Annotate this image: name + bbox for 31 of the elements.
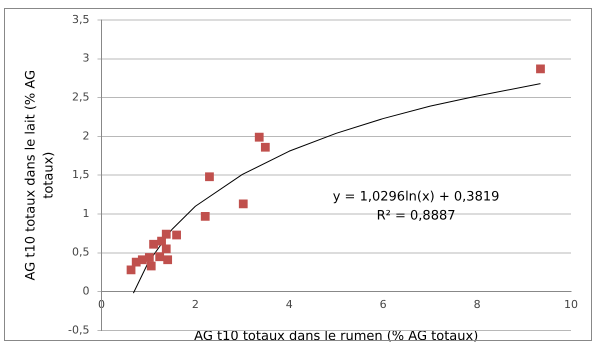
y-tick-label: 0,5 [72, 246, 90, 259]
x-tick-label: 2 [192, 298, 199, 312]
point [163, 255, 172, 264]
y-tick-label: 2,5 [72, 90, 90, 104]
point [172, 230, 181, 240]
x-tick-label: 8 [474, 298, 481, 312]
y-tick-label: 2 [82, 129, 90, 142]
y-tick-label: 3 [82, 52, 90, 65]
y-tick-label: 0 [82, 284, 90, 298]
y-tick-label: -0,5 [68, 323, 90, 336]
point [238, 200, 248, 208]
point [200, 212, 210, 221]
point [162, 230, 171, 239]
point [205, 172, 214, 182]
y-tick-label: 3,5 [72, 12, 90, 26]
point [536, 64, 545, 74]
annotation: y = 1,0296ln(x) + 0,3819 [332, 189, 500, 204]
x-tick-label: 10 [564, 298, 578, 312]
point [144, 253, 154, 262]
x-tick-label: 4 [286, 298, 293, 312]
x-tick-label: 6 [380, 298, 387, 312]
y-tick-label: 1,5 [72, 168, 90, 182]
point [146, 262, 156, 270]
annotation: R² = 0,8887 [376, 208, 456, 224]
point [260, 142, 270, 152]
point [149, 240, 158, 249]
y-axis-title: AG t10 totaux dans le lait (% AG totaux) [23, 70, 56, 281]
point [126, 265, 136, 274]
y-tick-label: 1 [82, 206, 90, 220]
point [162, 244, 171, 254]
point [254, 132, 264, 142]
